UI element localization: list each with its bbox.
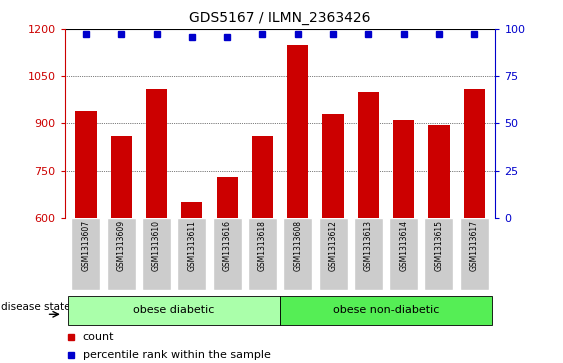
Bar: [389, 218, 418, 290]
Bar: [217, 177, 238, 218]
Text: obese non-diabetic: obese non-diabetic: [333, 305, 439, 315]
Bar: [72, 218, 100, 290]
Bar: [280, 295, 492, 325]
Text: GSM1313608: GSM1313608: [293, 220, 302, 271]
Text: percentile rank within the sample: percentile rank within the sample: [83, 350, 271, 360]
Bar: [75, 111, 96, 218]
Text: GSM1313615: GSM1313615: [435, 220, 444, 271]
Bar: [68, 295, 280, 325]
Bar: [393, 120, 414, 218]
Bar: [428, 125, 449, 218]
Bar: [358, 92, 379, 218]
Text: count: count: [83, 332, 114, 342]
Bar: [354, 218, 383, 290]
Title: GDS5167 / ILMN_2363426: GDS5167 / ILMN_2363426: [189, 11, 371, 25]
Bar: [287, 45, 309, 218]
Text: GSM1313614: GSM1313614: [399, 220, 408, 271]
Bar: [248, 218, 277, 290]
Bar: [252, 136, 273, 218]
Text: GSM1313612: GSM1313612: [329, 220, 338, 271]
Text: GSM1313618: GSM1313618: [258, 220, 267, 271]
Text: GSM1313617: GSM1313617: [470, 220, 479, 271]
Text: obese diabetic: obese diabetic: [133, 305, 215, 315]
Text: GSM1313610: GSM1313610: [152, 220, 161, 271]
Text: GSM1313611: GSM1313611: [187, 220, 196, 271]
Bar: [323, 114, 343, 218]
Text: disease state: disease state: [1, 302, 71, 312]
Bar: [111, 136, 132, 218]
Bar: [107, 218, 136, 290]
Bar: [319, 218, 347, 290]
Text: GSM1313609: GSM1313609: [117, 220, 126, 271]
Bar: [142, 218, 171, 290]
Text: GSM1313613: GSM1313613: [364, 220, 373, 271]
Text: GSM1313607: GSM1313607: [82, 220, 91, 271]
Bar: [213, 218, 242, 290]
Bar: [146, 89, 167, 218]
Bar: [460, 218, 489, 290]
Text: GSM1313616: GSM1313616: [222, 220, 231, 271]
Bar: [283, 218, 312, 290]
Bar: [177, 218, 206, 290]
Bar: [181, 202, 203, 218]
Bar: [425, 218, 453, 290]
Bar: [464, 89, 485, 218]
